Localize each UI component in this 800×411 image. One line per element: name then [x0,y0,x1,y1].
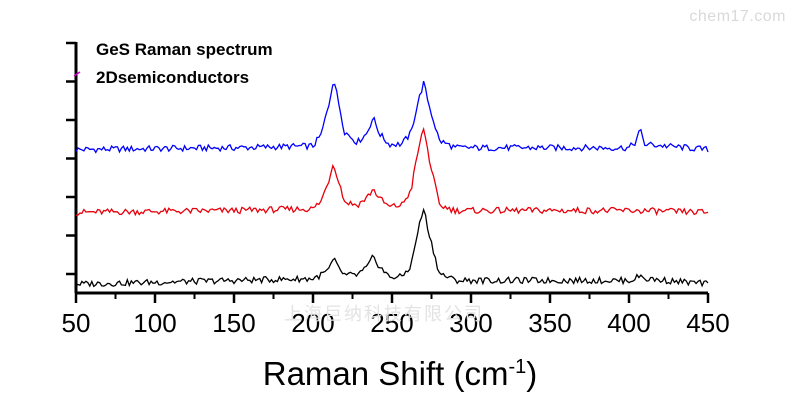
x-tick-label: 100 [133,308,176,338]
legend-entry-1: GeS Raman spectrum [96,40,273,59]
x-axis-title-text: Raman Shift (cm [262,355,509,392]
watermark-chem17: chem17.com [689,8,786,25]
axis-marker [73,71,81,77]
x-axis-title-suffix: ) [526,355,538,392]
series-line-2 [75,126,709,217]
x-tick-label: 150 [212,308,255,338]
legend: GeS Raman spectrum 2Dsemiconductors [96,36,273,92]
legend-entry-2: 2Dsemiconductors [96,68,250,87]
x-tick-label: 200 [291,308,334,338]
x-tick-label: 450 [686,308,729,338]
x-tick-label: 400 [607,308,650,338]
series-line-1 [75,80,709,154]
x-tick-label: 300 [449,308,492,338]
x-tick-label: 50 [62,308,91,338]
x-tick-label: 350 [528,308,571,338]
x-axis-title: Raman Shift (cm-1) [0,355,800,393]
x-tick-label: 250 [370,308,413,338]
watermark-company: 上海巨纳科技有限公司 [284,304,484,325]
series-line-3 [75,207,709,288]
x-axis-title-superscript: -1 [508,356,527,378]
